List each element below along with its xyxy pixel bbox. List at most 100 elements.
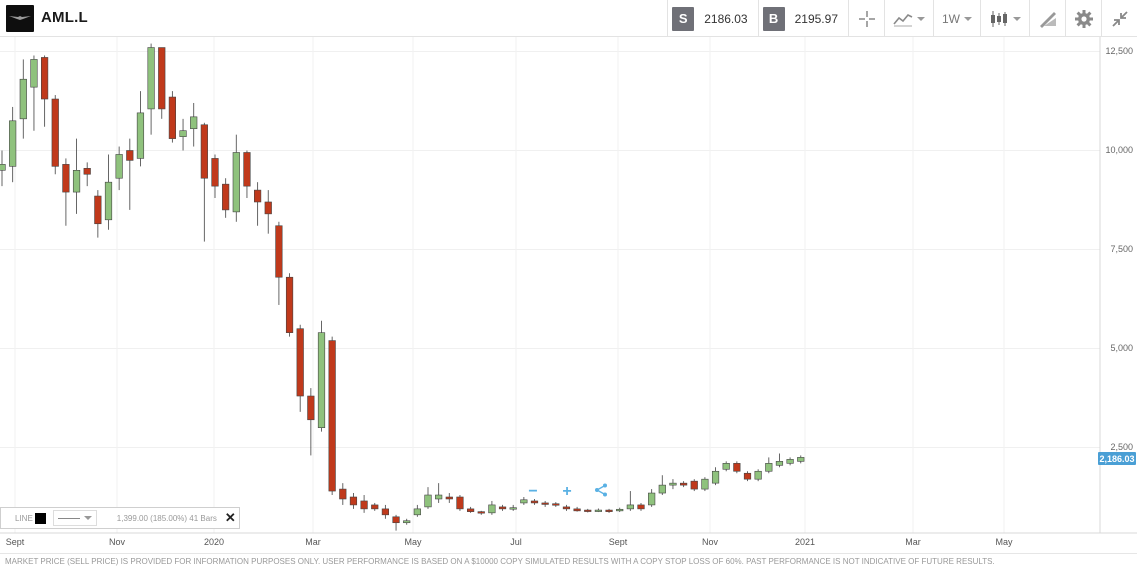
candle [552,502,560,507]
candle [328,336,336,496]
candle [51,95,59,175]
candle [765,457,773,474]
candle [530,498,539,505]
line-style-dropdown[interactable] [52,510,97,526]
buy-price: 2195.97 [794,11,838,26]
chart-toolbar: AML.L S 2186.03 B 2195.97 1W [0,0,1137,37]
zoom-in-button[interactable]: + [562,483,572,500]
candle [584,508,592,513]
crosshair-button[interactable] [848,0,884,37]
x-axis-tick-label: Nov [701,537,719,547]
candle [72,138,81,214]
fullscreen-button[interactable] [1101,0,1137,37]
candle [200,122,208,242]
share-button[interactable] [592,483,610,502]
candle [307,388,315,456]
x-axis-tick-label: 2020 [203,537,225,547]
chevron-down-icon [964,16,972,21]
aston-martin-wings-logo-icon [9,16,31,20]
candle [445,493,453,503]
candle [30,55,38,131]
candle [722,461,730,472]
timeframe-dropdown[interactable]: 1W [933,0,980,37]
sell-price: 2186.03 [704,11,748,26]
candle [83,162,91,187]
candle [466,506,475,513]
price-chart[interactable] [0,37,1137,553]
candle [669,479,677,490]
chart-type-dropdown[interactable] [884,0,933,37]
candle [275,221,283,305]
candle [179,118,187,151]
candle [648,489,656,507]
candle [296,324,304,412]
candle [126,138,134,210]
candle [392,514,400,531]
candle [62,158,70,226]
indicator-label: LINE [15,513,33,523]
drawing-tools-button[interactable] [1029,0,1065,37]
candle [147,43,155,135]
candle [317,320,326,432]
candle [0,150,6,187]
candle [637,502,645,511]
candle [520,497,528,505]
candle [786,457,794,466]
x-axis-tick-label: Mar [305,537,321,547]
line-style-preview [57,517,80,519]
indicator-panel: LINE 1,399.00 (185.00%) 41 Bars ✕ [0,507,240,529]
chevron-down-icon [917,16,925,21]
instrument-symbol: AML.L [41,9,88,26]
x-axis-tick-label: Jul [510,537,522,547]
buy-badge: B [762,6,785,31]
candle [254,182,262,226]
candle [115,146,123,191]
candle [435,483,443,503]
y-axis-tick-label: 10,000 [1105,144,1133,155]
crosshair-icon [858,10,875,27]
candle [562,504,571,511]
chevron-down-icon [83,516,92,520]
candle [488,500,496,515]
candle [743,471,752,482]
candle [498,504,507,511]
candle [190,102,198,147]
gear-icon [1074,9,1093,28]
settings-button[interactable] [1065,0,1101,37]
candle [403,518,411,525]
last-price-tag: 2,186.03 [1098,452,1136,465]
candle [541,500,549,507]
x-axis-tick-label: May [995,537,1013,547]
y-axis-tick-label: 5,000 [1110,342,1133,353]
candle [168,91,177,143]
sell-price-box[interactable]: S 2186.03 [667,0,757,37]
candle [264,190,272,234]
candle [360,495,368,513]
x-axis-tick-label: Sept [608,537,628,547]
y-axis-tick-label: 12,500 [1105,45,1133,56]
buy-price-box[interactable]: B 2195.97 [757,0,848,37]
candle [104,154,113,230]
candle [158,47,166,119]
candle [658,475,666,496]
close-icon[interactable]: ✕ [224,510,236,525]
candle [456,495,464,511]
candle [371,502,379,511]
candle-style-dropdown[interactable] [980,0,1029,37]
candle [381,504,390,519]
candle [94,190,102,238]
candle [477,510,485,515]
candle [775,453,784,468]
zoom-out-button[interactable]: − [528,483,538,500]
candle [701,477,709,492]
x-axis-tick-label: Mar [905,537,921,547]
candle [690,479,698,492]
candle [797,455,805,464]
candle [626,491,634,511]
disclaimer-footer: MARKET PRICE (SELL PRICE) IS PROVIDED FO… [0,553,1137,567]
candle [9,106,17,183]
candle [19,59,27,139]
timeframe-label: 1W [942,11,960,26]
line-chart-icon [893,13,913,26]
indicator-color-swatch[interactable] [34,512,46,524]
